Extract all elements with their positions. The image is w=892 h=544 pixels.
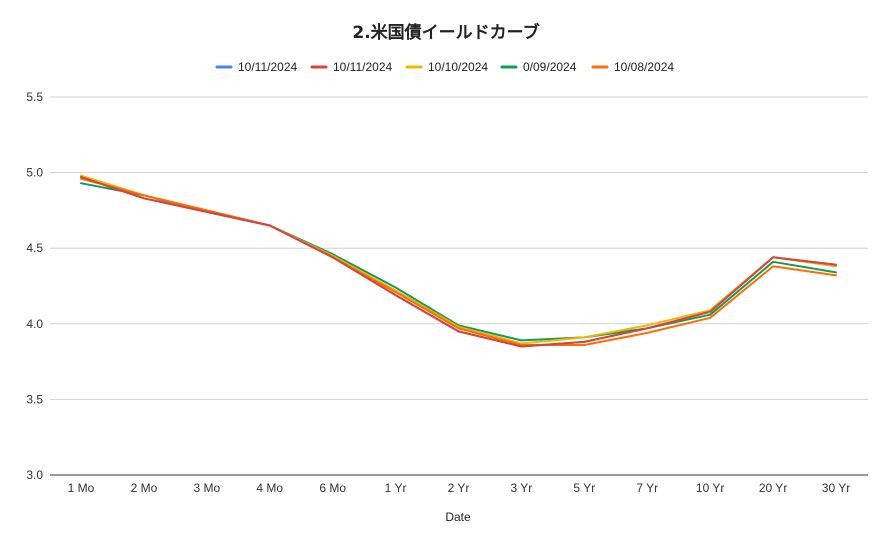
y-tick-label: 5.0 <box>26 166 43 180</box>
chart-legend: 10/11/2024 10/11/2024 10/10/2024 0/09/2024 1… <box>215 60 674 74</box>
y-tick-label: 4.5 <box>26 241 43 255</box>
x-tick-label: 10 Yr <box>696 481 724 495</box>
x-tick-label: 2 Mo <box>131 481 158 495</box>
x-axis-title: Date <box>445 510 471 524</box>
legend-item[interactable]: 10/08/2024 <box>591 60 674 74</box>
series-line[interactable] <box>80 176 837 348</box>
x-tick-label: 20 Yr <box>759 481 787 495</box>
x-axis: 1 Mo 2 Mo 3 Mo 4 Mo 6 Mo 1 Yr 2 Yr 3 Yr 5 Yr 7 Yr… <box>68 481 851 495</box>
x-tick-label: 1 Mo <box>68 481 95 495</box>
y-tick-label: 3.0 <box>26 468 43 482</box>
x-tick-label: 3 Yr <box>511 481 533 495</box>
x-tick-label: 2 Yr <box>448 481 470 495</box>
chart-title: 2.米国債イールドカーブ <box>352 22 539 43</box>
x-tick-label: 7 Yr <box>636 481 658 495</box>
legend-item[interactable]: 0/09/2024 <box>500 60 577 74</box>
y-tick-label: 5.5 <box>26 90 43 104</box>
y-axis: 3.0 3.5 4.0 4.5 5.0 5.5 <box>26 90 43 482</box>
series-line[interactable] <box>80 176 837 348</box>
x-tick-label: 5 Yr <box>573 481 595 495</box>
x-tick-label: 30 Yr <box>822 481 850 495</box>
series-lines <box>80 174 837 348</box>
legend-item[interactable]: 10/10/2024 <box>405 60 488 74</box>
series-line[interactable] <box>80 177 837 346</box>
legend-label: 10/08/2024 <box>614 60 674 74</box>
y-tick-label: 4.0 <box>26 317 43 331</box>
y-tick-label: 3.5 <box>26 392 43 406</box>
legend-label: 0/09/2024 <box>523 60 577 74</box>
legend-item[interactable]: 10/11/2024 <box>215 60 297 74</box>
legend-label: 10/10/2024 <box>428 60 488 74</box>
x-tick-label: 6 Mo <box>319 481 346 495</box>
series-line[interactable] <box>80 174 837 345</box>
legend-label: 10/11/2024 <box>333 60 392 74</box>
legend-label: 10/11/2024 <box>238 60 297 74</box>
x-tick-label: 3 Mo <box>193 481 220 495</box>
x-tick-label: 1 Yr <box>385 481 407 495</box>
gridlines <box>50 96 868 476</box>
legend-item[interactable]: 10/11/2024 <box>310 60 392 74</box>
x-tick-label: 4 Mo <box>256 481 283 495</box>
